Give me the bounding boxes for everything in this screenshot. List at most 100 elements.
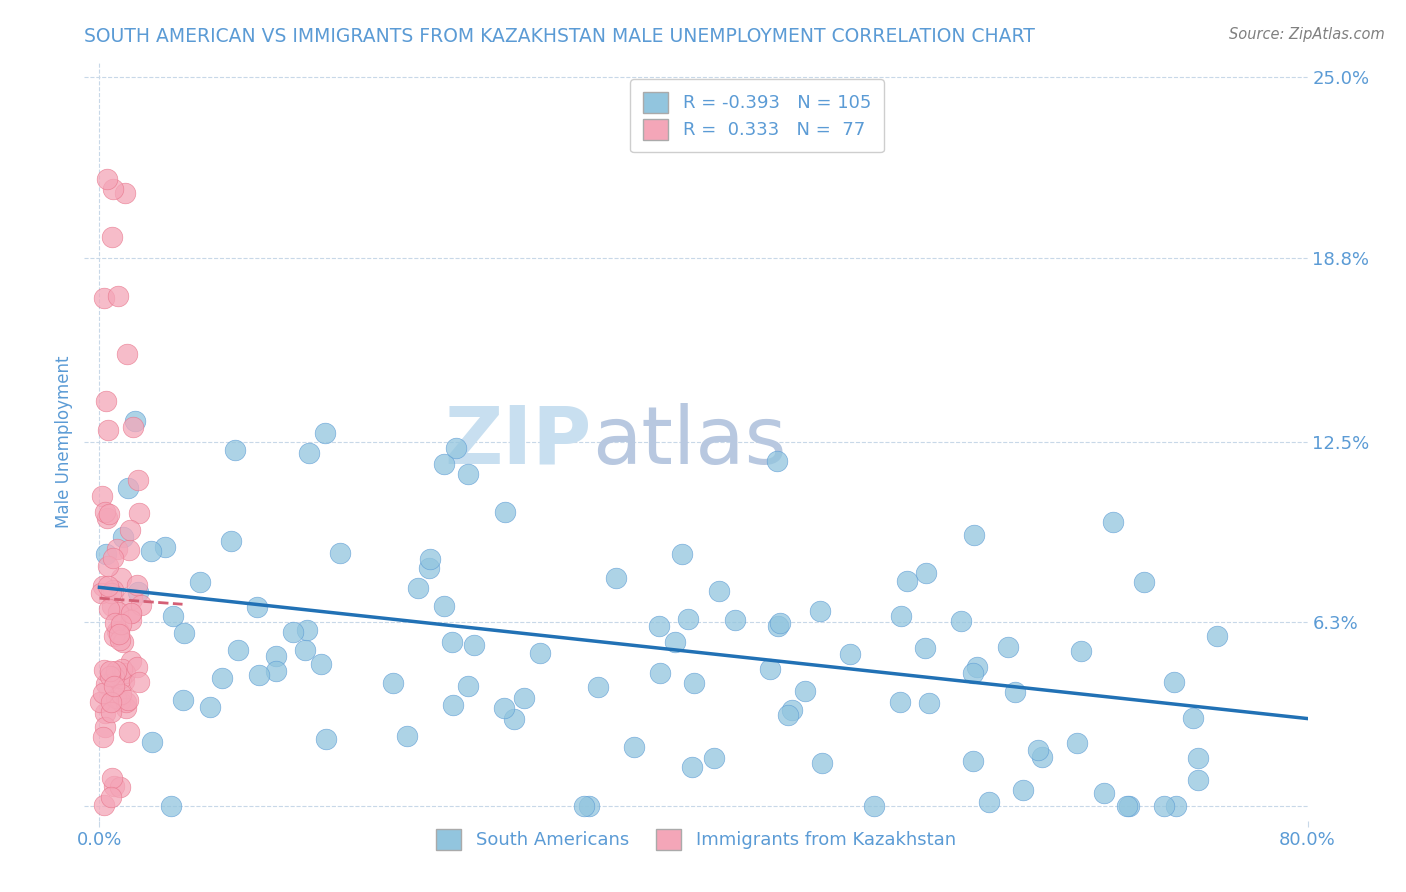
Point — [247, 667, 270, 681]
Point — [572, 799, 595, 814]
Point — [295, 624, 318, 638]
Point — [1092, 786, 1115, 800]
Point — [678, 612, 700, 626]
Point — [1012, 783, 1035, 797]
Point — [105, 541, 128, 556]
Point — [129, 598, 152, 612]
Point — [724, 613, 747, 627]
Point — [120, 654, 142, 668]
Legend: South Americans, Immigrants from Kazakhstan: South Americans, Immigrants from Kazakhs… — [429, 822, 963, 857]
Text: SOUTH AMERICAN VS IMMIGRANTS FROM KAZAKHSTAN MALE UNEMPLOYMENT CORRELATION CHART: SOUTH AMERICAN VS IMMIGRANTS FROM KAZAKH… — [84, 27, 1035, 45]
Point — [503, 712, 526, 726]
Point — [90, 585, 112, 599]
Point — [108, 632, 131, 647]
Point — [100, 695, 122, 709]
Point — [889, 695, 911, 709]
Point — [264, 664, 287, 678]
Point — [246, 600, 269, 615]
Point — [125, 660, 148, 674]
Point — [114, 186, 136, 200]
Point — [121, 592, 143, 607]
Point — [1187, 772, 1209, 787]
Point — [1132, 575, 1154, 590]
Point — [141, 735, 163, 749]
Point — [118, 725, 141, 739]
Point — [769, 615, 792, 630]
Point — [96, 394, 118, 409]
Point — [98, 602, 121, 616]
Point — [1182, 711, 1205, 725]
Point — [105, 691, 128, 706]
Point — [94, 677, 117, 691]
Point — [101, 181, 124, 195]
Point — [457, 467, 479, 482]
Text: ZIP: ZIP — [444, 402, 592, 481]
Point — [96, 511, 118, 525]
Point — [112, 673, 135, 688]
Point — [100, 705, 122, 719]
Point — [89, 695, 111, 709]
Point — [707, 584, 730, 599]
Point — [211, 671, 233, 685]
Point — [1004, 685, 1026, 699]
Point — [962, 754, 984, 768]
Point — [311, 657, 333, 671]
Point — [917, 696, 939, 710]
Point — [1118, 799, 1140, 814]
Point — [492, 700, 515, 714]
Point — [100, 586, 122, 600]
Point — [962, 666, 984, 681]
Point — [648, 619, 671, 633]
Point — [108, 694, 131, 708]
Point — [226, 643, 249, 657]
Point — [139, 544, 162, 558]
Point — [896, 574, 918, 588]
Point — [94, 706, 117, 721]
Point — [664, 635, 686, 649]
Point — [155, 541, 177, 555]
Point — [419, 552, 441, 566]
Point — [444, 441, 467, 455]
Point — [115, 695, 138, 709]
Point — [91, 579, 114, 593]
Point — [103, 679, 125, 693]
Point — [1206, 629, 1229, 643]
Point — [418, 560, 440, 574]
Point — [578, 799, 600, 814]
Point — [124, 414, 146, 428]
Point — [127, 585, 149, 599]
Point — [623, 740, 645, 755]
Point — [93, 798, 115, 813]
Point — [512, 691, 534, 706]
Point — [100, 599, 122, 613]
Point — [329, 546, 352, 560]
Point — [93, 664, 115, 678]
Point — [381, 675, 404, 690]
Point — [433, 458, 456, 472]
Point — [114, 666, 136, 681]
Point — [808, 604, 831, 618]
Point — [96, 172, 118, 186]
Point — [219, 534, 242, 549]
Point — [1116, 799, 1139, 814]
Point — [950, 614, 973, 628]
Point — [100, 771, 122, 785]
Point — [117, 693, 139, 707]
Point — [121, 613, 143, 627]
Point — [963, 528, 986, 542]
Point — [495, 505, 517, 519]
Point — [93, 291, 115, 305]
Point — [605, 571, 627, 585]
Point — [776, 708, 799, 723]
Point — [766, 618, 789, 632]
Point — [765, 453, 787, 467]
Point — [104, 664, 127, 678]
Point — [97, 423, 120, 437]
Point — [671, 548, 693, 562]
Point — [441, 698, 464, 712]
Point — [111, 662, 134, 676]
Point — [1166, 799, 1188, 814]
Point — [162, 608, 184, 623]
Point — [1031, 750, 1053, 764]
Point — [127, 578, 149, 592]
